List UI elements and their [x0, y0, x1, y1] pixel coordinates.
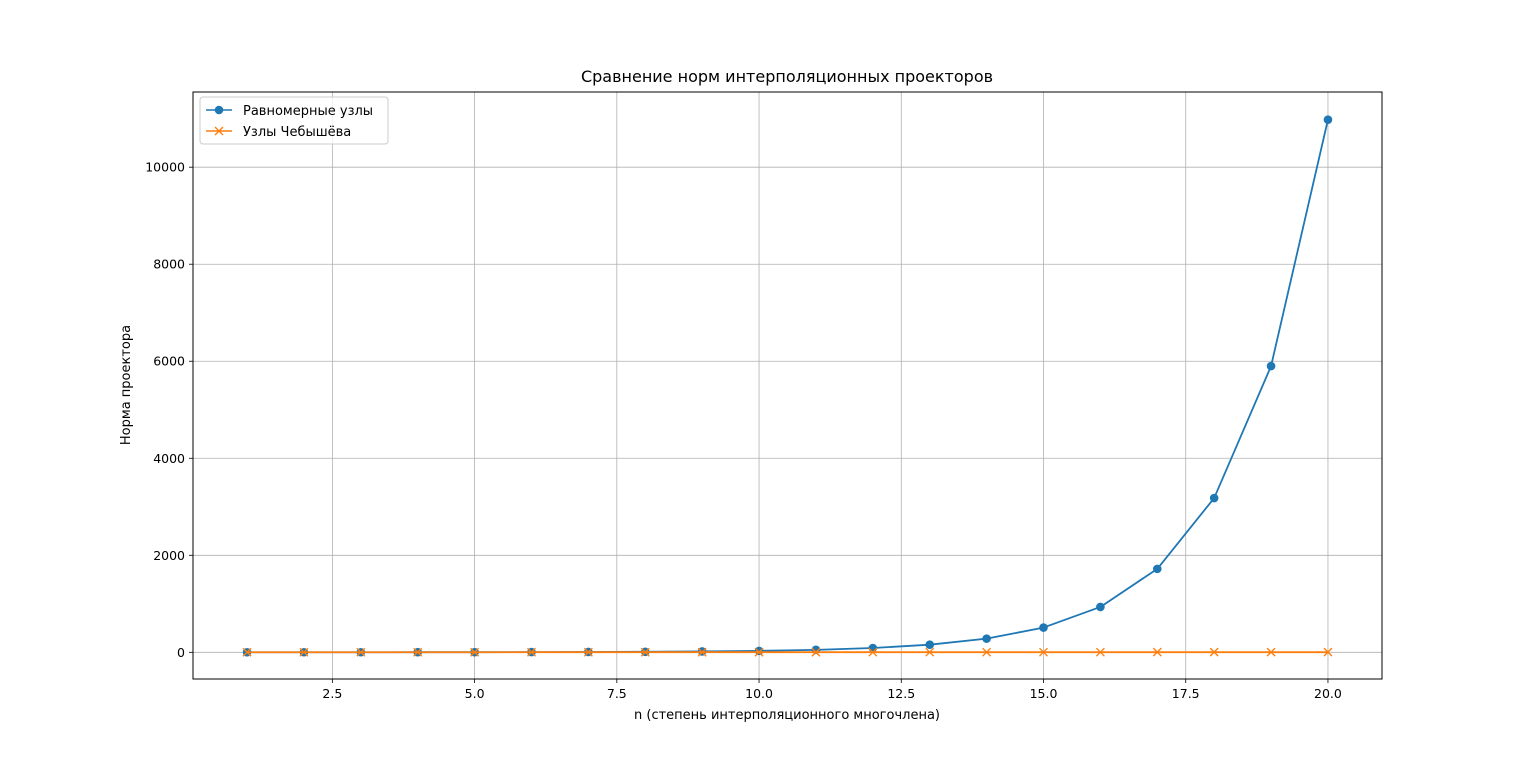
data-point-chebyshev: [413, 647, 423, 657]
data-point-uniform: [1266, 361, 1276, 371]
x-axis-ticks: 2.5 5.0 7.5 10.0 12.5 15.0 17.5 20.0: [322, 679, 1342, 701]
series-layer: [242, 115, 1333, 657]
legend-marker-chebyshev: [214, 126, 224, 136]
x-tick-label: 17.5: [1172, 686, 1200, 701]
y-tick-label: 2000: [153, 548, 185, 563]
legend-marker-uniform: [214, 105, 224, 115]
data-point-chebyshev: [356, 647, 366, 657]
data-point-chebyshev: [1095, 647, 1105, 657]
legend-label-uniform: Равномерные узлы: [243, 104, 373, 119]
data-point-uniform: [982, 634, 991, 643]
x-tick-label: 15.0: [1030, 686, 1058, 701]
data-point-chebyshev: [583, 647, 593, 657]
data-point-chebyshev: [527, 647, 536, 657]
data-point-chebyshev: [754, 647, 764, 657]
data-point-chebyshev: [1323, 647, 1333, 657]
data-point-uniform: [1209, 493, 1219, 503]
legend-frame: [199, 96, 389, 145]
data-point-uniform: [1039, 623, 1048, 632]
data-point-chebyshev: [811, 647, 821, 657]
y-axis-ticks: 0 2000 4000 6000 8000 10000: [145, 160, 193, 660]
legend-label-chebyshev: Узлы Чебышёва: [243, 125, 351, 140]
legend: Равномерные узлы Узлы Чебышёва: [199, 96, 389, 145]
x-tick-label: 7.5: [607, 686, 627, 701]
data-point-chebyshev: [868, 647, 878, 657]
data-point-chebyshev: [925, 647, 935, 657]
data-point-chebyshev: [242, 647, 252, 657]
data-point-uniform: [1323, 115, 1333, 124]
data-point-chebyshev: [1152, 647, 1162, 657]
data-point-uniform: [868, 643, 878, 653]
y-tick-label: 0: [177, 645, 185, 660]
y-tick-label: 10000: [145, 160, 185, 175]
data-point-chebyshev: [1039, 647, 1048, 657]
y-tick-label: 6000: [153, 354, 185, 369]
y-tick-label: 8000: [153, 257, 185, 272]
plot-area-frame: [192, 91, 1383, 680]
series-uniform: [242, 115, 1333, 657]
x-tick-label: 20.0: [1314, 686, 1342, 701]
grid-lines: [193, 92, 1382, 679]
data-point-uniform: [754, 646, 764, 656]
data-point-chebyshev: [697, 647, 707, 657]
x-tick-label: 2.5: [322, 686, 342, 701]
x-tick-label: 5.0: [465, 686, 485, 701]
x-tick-label: 10.0: [745, 686, 773, 701]
data-point-chebyshev: [1266, 647, 1276, 657]
series-line-uniform: [247, 119, 1329, 654]
data-point-chebyshev: [299, 647, 309, 657]
data-point-uniform: [1152, 564, 1162, 574]
data-point-uniform: [925, 640, 935, 650]
data-point-chebyshev: [982, 647, 992, 657]
data-point-chebyshev: [640, 647, 650, 657]
data-point-chebyshev: [1209, 647, 1219, 657]
y-axis-label: Норма проектора: [119, 325, 134, 445]
y-tick-label: 4000: [153, 451, 185, 466]
chart-title: Сравнение норм интерполяционных проектор…: [581, 67, 993, 86]
data-point-uniform: [1096, 602, 1105, 612]
data-point-chebyshev: [470, 647, 480, 657]
x-tick-label: 12.5: [887, 686, 915, 701]
x-axis-label: n (степень интерполяционного многочлена): [634, 708, 940, 723]
series-chebyshev: [242, 647, 1333, 657]
